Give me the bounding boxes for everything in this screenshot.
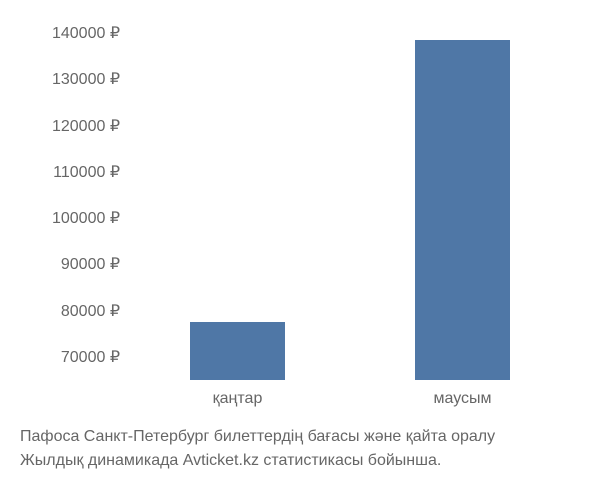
y-tick-label: 90000 ₽ xyxy=(20,254,120,274)
caption-line-1: Пафоса Санкт-Петербург билеттердің бағас… xyxy=(20,425,580,449)
y-tick-label: 140000 ₽ xyxy=(20,23,120,43)
y-tick-label: 100000 ₽ xyxy=(20,208,120,228)
y-tick-label: 130000 ₽ xyxy=(20,69,120,89)
plot-area xyxy=(125,10,575,380)
x-tick-label: қаңтар xyxy=(213,390,263,408)
y-tick-label: 120000 ₽ xyxy=(20,116,120,136)
y-tick-label: 110000 ₽ xyxy=(20,162,120,182)
y-tick-label: 70000 ₽ xyxy=(20,347,120,367)
bar xyxy=(415,40,510,380)
bar xyxy=(190,322,285,380)
caption-line-2: Жылдық динамикада Avticket.kz статистика… xyxy=(20,449,580,473)
x-tick-label: маусым xyxy=(433,390,491,408)
y-tick-label: 80000 ₽ xyxy=(20,301,120,321)
y-axis: 70000 ₽ 80000 ₽ 90000 ₽ 100000 ₽ 110000 ₽ 120… xyxy=(20,10,125,380)
price-chart: 70000 ₽ 80000 ₽ 90000 ₽ 100000 ₽ 110000 ₽ 120… xyxy=(20,10,580,410)
x-axis: қаңтар маусым xyxy=(125,385,575,415)
chart-caption: Пафоса Санкт-Петербург билеттердің бағас… xyxy=(20,425,580,473)
